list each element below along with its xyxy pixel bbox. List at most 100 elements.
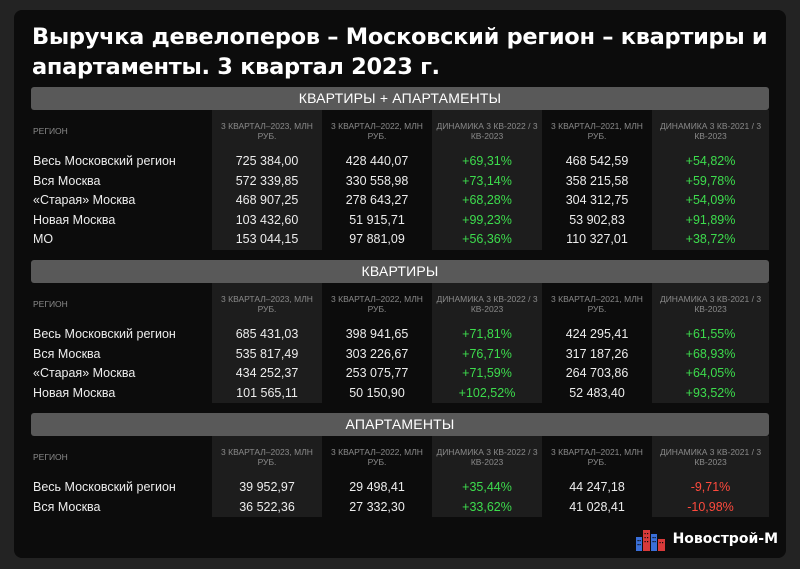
brand-name: Новострой-М [672,531,778,547]
dynamic-2022-cell: +69,31% [432,152,542,172]
q3-2022-cell: 97 881,09 [349,232,405,246]
q3-2023-cell: 535 817,49 [212,344,322,364]
q3-2023-cell: 572 339,85 [212,171,322,191]
table-row: «Старая» Москва 468 907,25 278 643,27 +68,2… [31,191,769,211]
section-header: КВАРТИРЫ + АПАРТАМЕНТЫ [31,87,769,110]
region-cell: Весь Московский регион [33,154,176,168]
q3-2023-cell: 468 907,25 [212,191,322,211]
column-header-dynamic-2021: ДИНАМИКА 3 КВ-2021 / 3 КВ-2023 [652,436,769,478]
column-header-dynamic-2021: ДИНАМИКА 3 КВ-2021 / 3 КВ-2023 [652,283,769,325]
dynamic-2022-cell: +56,36% [432,230,542,250]
dynamic-2021-cell: +38,72% [652,230,769,250]
q3-2021-cell: 424 295,41 [565,327,629,341]
column-header-dynamic-2022: ДИНАМИКА 3 КВ-2022 / 3 КВ-2023 [432,436,542,478]
column-header-q3-2023: 3 КВАРТАЛ–2023, МЛН РУБ. [212,110,322,152]
q3-2023-cell: 685 431,03 [212,325,322,345]
dynamic-2021-cell: +91,89% [652,210,769,230]
column-header-region: РЕГИОН [33,299,68,309]
page-title: Выручка девелоперов – Московский регион … [32,24,768,80]
dynamic-2022-cell: +76,71% [432,344,542,364]
section-header: АПАРТАМЕНТЫ [31,413,769,436]
q3-2022-cell: 330 558,98 [345,173,409,188]
dynamic-2022-cell: +68,28% [432,191,542,211]
dynamic-2021-cell: +61,55% [652,325,769,345]
table-row: Весь Московский регион 685 431,03 398 941,… [31,325,769,345]
q3-2023-cell: 39 952,97 [212,478,322,498]
dynamic-2022-cell: +73,14% [432,171,542,191]
q3-2023-cell: 153 044,15 [212,230,322,250]
q3-2022-cell: 303 226,67 [345,346,409,361]
region-cell: Вся Москва [33,499,101,514]
q3-2021-cell: 358 215,58 [565,173,629,188]
region-cell: МО [33,232,54,246]
table-row: Вся Москва 572 339,85 330 558,98 +73,14% 358… [31,171,769,191]
dynamic-2022-cell: +71,81% [432,325,542,345]
column-header-dynamic-2021: ДИНАМИКА 3 КВ-2021 / 3 КВ-2023 [652,110,769,152]
dynamic-2021-cell: +54,09% [652,191,769,211]
table-row: МО 153 044,15 97 881,09 +56,36% 110 327,01 +3… [31,230,769,250]
q3-2021-cell: 44 247,18 [569,480,625,494]
column-header-dynamic-2022: ДИНАМИКА 3 КВ-2022 / 3 КВ-2023 [432,110,542,152]
data-table: РЕГИОН 3 КВАРТАЛ–2023, МЛН РУБ. 3 КВАРТА… [31,283,769,403]
column-header-q3-2022: 3 КВАРТАЛ–2022, МЛН РУБ. [331,121,423,141]
q3-2022-cell: 27 332,30 [349,499,405,514]
column-header-q3-2022: 3 КВАРТАЛ–2022, МЛН РУБ. [331,294,423,314]
q3-2022-cell: 253 075,77 [345,366,409,380]
q3-2022-cell: 398 941,65 [345,327,409,341]
section-header: КВАРТИРЫ [31,260,769,283]
dynamic-2021-cell: +64,05% [652,364,769,384]
section-flats: КВАРТИРЫ РЕГИОН 3 КВАРТАЛ–2023, МЛН РУБ.… [31,260,769,403]
column-header-region: РЕГИОН [33,126,68,136]
q3-2022-cell: 29 498,41 [349,480,405,494]
dynamic-2021-cell: +68,93% [652,344,769,364]
table-row: «Старая» Москва 434 252,37 253 075,77 +71,5… [31,364,769,384]
q3-2021-cell: 52 483,40 [569,385,625,400]
table-header-row: РЕГИОН 3 КВАРТАЛ–2023, МЛН РУБ. 3 КВАРТА… [31,110,769,152]
table-row: Вся Москва 36 522,36 27 332,30 +33,62% 41 02… [31,497,769,517]
region-cell: Вся Москва [33,346,101,361]
q3-2021-cell: 53 902,83 [569,212,625,227]
q3-2022-cell: 51 915,71 [349,212,405,227]
table-header-row: РЕГИОН 3 КВАРТАЛ–2023, МЛН РУБ. 3 КВАРТА… [31,436,769,478]
q3-2021-cell: 468 542,59 [565,154,629,168]
q3-2023-cell: 101 565,11 [212,383,322,403]
region-cell: Новая Москва [33,385,116,400]
dynamic-2021-cell: +93,52% [652,383,769,403]
region-cell: Весь Московский регион [33,480,176,494]
region-cell: Весь Московский регион [33,327,176,341]
column-header-dynamic-2022: ДИНАМИКА 3 КВ-2022 / 3 КВ-2023 [432,283,542,325]
dynamic-2021-cell: +54,82% [652,152,769,172]
q3-2021-cell: 264 703,86 [565,366,629,380]
region-cell: Новая Москва [33,212,116,227]
data-table: РЕГИОН 3 КВАРТАЛ–2023, МЛН РУБ. 3 КВАРТА… [31,436,769,517]
table-row: Весь Московский регион 39 952,97 29 498,41… [31,478,769,498]
dynamic-2022-cell: +33,62% [432,497,542,517]
q3-2021-cell: 41 028,41 [569,499,625,514]
column-header-q3-2022: 3 КВАРТАЛ–2022, МЛН РУБ. [331,447,423,467]
column-header-q3-2021: 3 КВАРТАЛ–2021, МЛН РУБ. [551,447,643,467]
region-cell: Вся Москва [33,173,101,188]
dynamic-2021-cell: -10,98% [652,497,769,517]
section-apartments: АПАРТАМЕНТЫ РЕГИОН 3 КВАРТАЛ–2023, МЛН Р… [31,413,769,517]
q3-2021-cell: 110 327,01 [566,232,628,246]
q3-2023-cell: 725 384,00 [212,152,322,172]
dynamic-2022-cell: +71,59% [432,364,542,384]
dynamic-2022-cell: +99,23% [432,210,542,230]
table-row: Новая Москва 101 565,11 50 150,90 +102,52% 5… [31,383,769,403]
infographic-card: Выручка девелоперов – Московский регион … [14,10,786,558]
dynamic-2021-cell: -9,71% [652,478,769,498]
column-header-region: РЕГИОН [33,452,68,462]
region-cell: «Старая» Москва [33,193,136,207]
dynamic-2021-cell: +59,78% [652,171,769,191]
table-row: Весь Московский регион 725 384,00 428 440,… [31,152,769,172]
q3-2021-cell: 304 312,75 [565,193,629,207]
column-header-q3-2023: 3 КВАРТАЛ–2023, МЛН РУБ. [212,283,322,325]
table-row: Новая Москва 103 432,60 51 915,71 +99,23% 53… [31,210,769,230]
buildings-icon [635,530,665,551]
table-header-row: РЕГИОН 3 КВАРТАЛ–2023, МЛН РУБ. 3 КВАРТА… [31,283,769,325]
q3-2023-cell: 103 432,60 [212,210,322,230]
q3-2023-cell: 36 522,36 [212,497,322,517]
q3-2023-cell: 434 252,37 [212,364,322,384]
column-header-q3-2023: 3 КВАРТАЛ–2023, МЛН РУБ. [212,436,322,478]
q3-2022-cell: 428 440,07 [345,154,409,168]
